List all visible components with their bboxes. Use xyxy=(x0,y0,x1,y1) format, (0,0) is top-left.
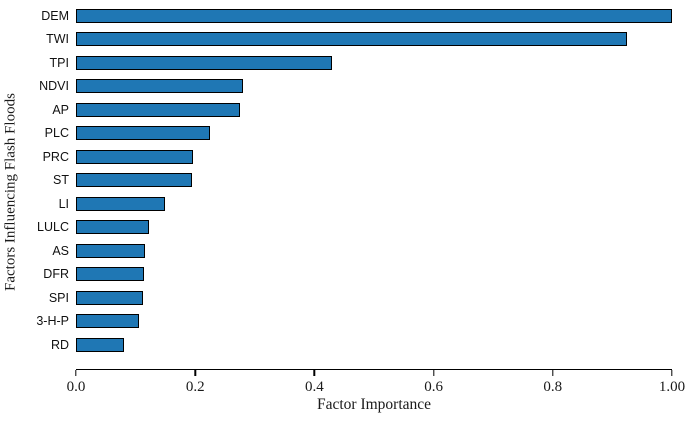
bar xyxy=(76,220,150,235)
x-axis-tick xyxy=(194,370,196,376)
category-label: AP xyxy=(52,102,69,117)
x-axis-tick-label: 0.0 xyxy=(66,379,86,395)
bar-row: LULC xyxy=(37,216,672,240)
category-label: PLC xyxy=(44,126,69,140)
bar xyxy=(76,267,144,282)
category-label: TWI xyxy=(46,32,69,46)
x-axis-tick xyxy=(671,370,673,376)
bar xyxy=(76,314,140,329)
bar-row: AS xyxy=(52,239,672,263)
bar xyxy=(76,149,194,164)
bar xyxy=(76,243,145,258)
bar-rows-container: DEM TWI TPI NDVI AP PLC PRC ST LI LULC AS DFR SPI 3-H… xyxy=(36,4,672,357)
x-axis-tick-label: 0.2 xyxy=(185,379,205,395)
bar-row: 3-H-P xyxy=(36,310,672,334)
bar xyxy=(76,173,193,188)
x-axis-tick-label: 0.8 xyxy=(543,379,563,395)
bar xyxy=(76,126,211,141)
bar-row: DEM xyxy=(41,4,672,28)
bar xyxy=(76,196,166,211)
x-axis-tick-label: 0.4 xyxy=(305,379,324,395)
bar-row: TPI xyxy=(50,51,672,75)
x-axis-tick-label: 0.6 xyxy=(424,379,443,395)
y-axis-title: Factors Influencing Flash Floods xyxy=(2,93,19,292)
category-label: 3-H-P xyxy=(36,314,69,328)
bar-row: PLC xyxy=(45,122,672,146)
bar xyxy=(76,55,333,70)
bar xyxy=(76,32,628,47)
bar-row: DFR xyxy=(43,263,672,287)
category-label: LI xyxy=(58,196,69,211)
bar-row: ST xyxy=(53,169,672,193)
plot-area: DEM TWI TPI NDVI AP PLC PRC ST LI LULC AS DFR SPI 3-H… xyxy=(36,0,685,427)
category-label: DFR xyxy=(43,267,69,281)
x-axis-title: Factor Importance xyxy=(316,396,432,413)
bar-row: PRC xyxy=(43,145,672,169)
bar-row: NDVI xyxy=(39,75,672,99)
category-label: TPI xyxy=(49,55,69,70)
bar-row: RD xyxy=(51,333,672,357)
bar xyxy=(76,102,240,117)
bar xyxy=(76,79,243,94)
x-axis-tick xyxy=(75,370,77,376)
category-label: RD xyxy=(50,337,69,352)
category-label: ST xyxy=(53,173,69,187)
category-label: DEM xyxy=(41,8,69,23)
category-label: PRC xyxy=(42,149,69,164)
category-label: AS xyxy=(52,243,69,258)
bar-row: SPI xyxy=(49,286,672,310)
x-axis-tick-label: 1.00 xyxy=(658,379,685,395)
bar xyxy=(76,290,144,305)
bar xyxy=(76,337,125,352)
x-axis-tick xyxy=(552,370,554,376)
category-label: SPI xyxy=(48,290,69,305)
x-axis-tick xyxy=(313,370,316,376)
bar-row: LI xyxy=(59,192,672,216)
x-axis-tick xyxy=(432,370,435,376)
x-axis: 0.0 0.2 0.4 0.6 0.8 1.00 xyxy=(67,369,685,395)
category-label: LULC xyxy=(37,220,69,234)
bar-row: TWI xyxy=(46,28,672,52)
bar-row: AP xyxy=(52,98,672,122)
bar xyxy=(76,8,672,23)
category-label: NDVI xyxy=(39,79,69,93)
